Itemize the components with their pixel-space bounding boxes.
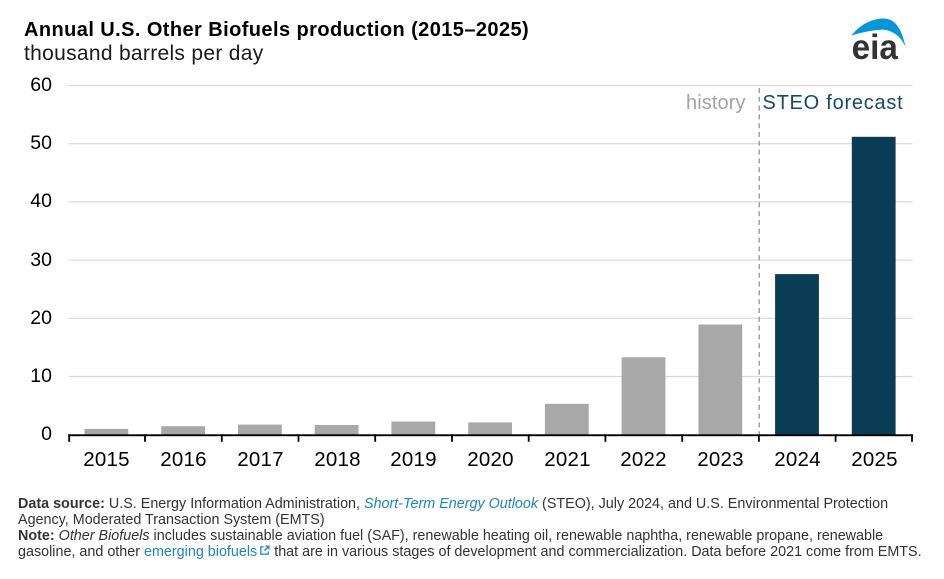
svg-text:eia: eia [852,28,899,64]
